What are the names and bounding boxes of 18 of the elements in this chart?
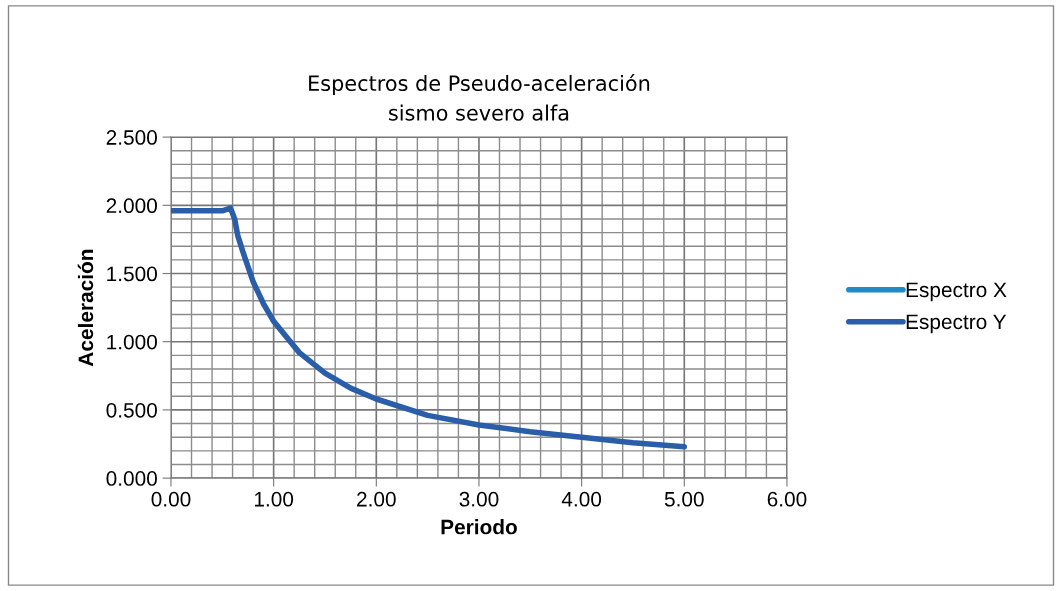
y-tick-label: 2.500 [106, 130, 157, 145]
legend-label: Espectro Y [906, 314, 1007, 334]
x-axis-title: Periodo [441, 519, 517, 535]
x-tick-label: 3.00 [459, 491, 499, 507]
x-tick-label: 4.00 [561, 491, 602, 507]
y-axis-title: Aceleración [77, 249, 94, 367]
y-tick-label: 0.500 [106, 402, 157, 418]
x-tick-label: 1.00 [254, 491, 294, 507]
y-tick-label: 2.000 [106, 198, 157, 214]
x-tick-label: 0.00 [151, 491, 191, 507]
chart-title: Espectros de Pseudo-aceleración sismo severo alfa [309, 74, 650, 121]
y-tick-label: 1.500 [107, 266, 157, 282]
x-tick-label: 5.00 [664, 491, 704, 507]
x-tick-label: 2.00 [357, 491, 396, 507]
legend-label: Espectro X [906, 282, 1007, 302]
y-tick-label: 0.000 [106, 471, 157, 486]
y-tick-label: 1.000 [107, 334, 157, 350]
x-tick-label: 6.00 [767, 491, 807, 507]
